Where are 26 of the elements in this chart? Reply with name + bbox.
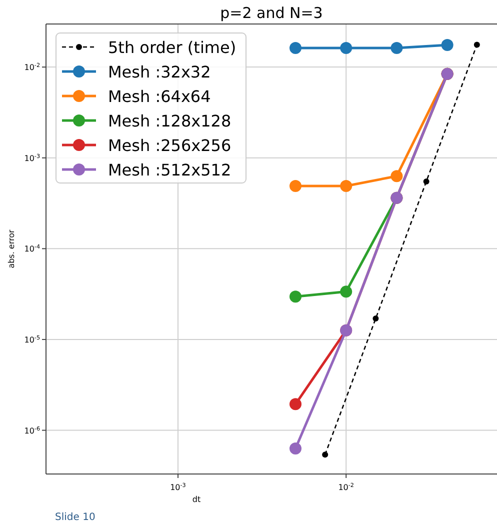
legend-label: Mesh :128x128 xyxy=(108,112,232,130)
point xyxy=(390,170,403,182)
y-tick-label: 10$^{-5}$ xyxy=(24,334,40,344)
legend-label: Mesh :512x512 xyxy=(108,160,232,180)
point xyxy=(289,398,302,410)
point xyxy=(340,180,352,192)
text: Slide 10 xyxy=(55,512,96,523)
legend-label: Mesh :32x32 xyxy=(108,62,211,82)
point xyxy=(289,442,302,454)
legend-label: Mesh :256x256 xyxy=(108,136,232,155)
point xyxy=(390,42,403,54)
point xyxy=(340,286,352,298)
point xyxy=(289,180,302,192)
y-axis-title: abs. error xyxy=(7,228,16,268)
point xyxy=(289,290,302,303)
y-tick-label: 10$^{-3}$ xyxy=(24,152,40,163)
legend-label: 5th order (time) xyxy=(108,38,236,57)
legend-label: Mesh :64x64 xyxy=(108,87,211,106)
y-tick-label: 10$^{-6}$ xyxy=(24,425,40,436)
y-tick-label: 10$^{-4}$ xyxy=(24,244,40,254)
y-tick-label: 10$^{-2}$ xyxy=(24,62,40,72)
point xyxy=(441,38,454,51)
chart-title: p=2 and N=3 xyxy=(220,4,323,22)
x-axis-title: dt xyxy=(192,495,201,504)
point xyxy=(340,42,352,54)
point xyxy=(289,42,302,54)
